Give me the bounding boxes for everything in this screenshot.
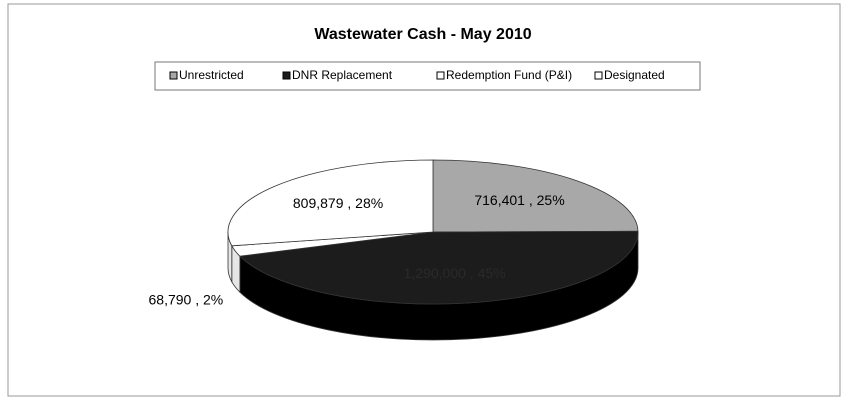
data-label: 1,290,000 , 45% (404, 265, 506, 281)
legend-box (154, 61, 701, 91)
legend-label: Designated (604, 68, 665, 82)
legend-label: Redemption Fund (P&I) (446, 68, 572, 82)
legend-swatch (282, 71, 291, 80)
slice (239, 230, 639, 305)
data-label: 716,401 , 25% (474, 192, 564, 208)
chart-title: Wastewater Cash - May 2010 (314, 26, 531, 43)
legend-swatch (169, 71, 178, 80)
legend-swatch (594, 71, 603, 80)
plot: Unrestricted DNR Replacement Redemption Fu… (149, 68, 665, 341)
slice (432, 159, 639, 233)
slice (227, 159, 434, 247)
data-label: 68,790 , 2% (149, 292, 224, 308)
legend-swatch (436, 71, 445, 80)
legend-label: Unrestricted (179, 68, 244, 82)
data-label: 809,879 , 28% (293, 195, 383, 211)
legend-label: DNR Replacement (292, 68, 393, 82)
